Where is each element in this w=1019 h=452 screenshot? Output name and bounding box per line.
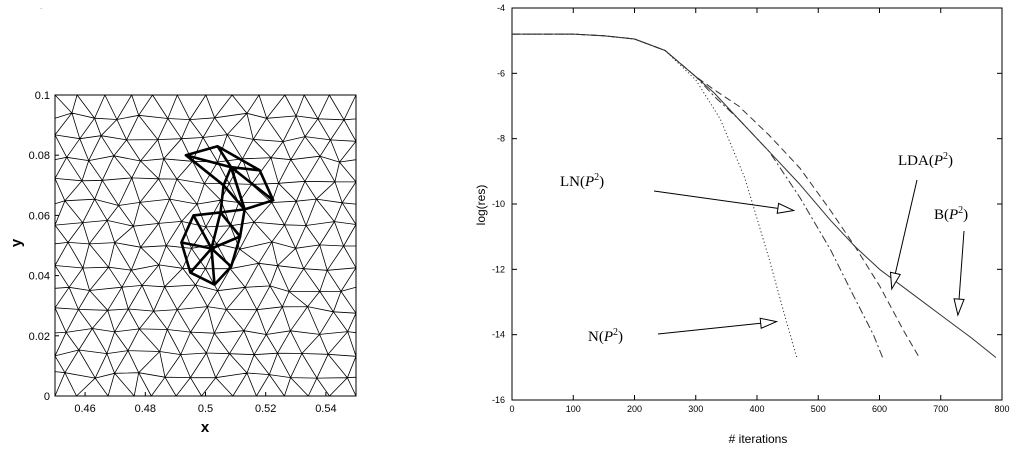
annotation-label: B(P2): [934, 205, 968, 223]
convergence-plot: 0 100 200 300 400 500 600 700 800 -4 -6 -8 -10 -12 -1…: [474, 3, 1010, 446]
annotation-label: N(P2): [588, 327, 623, 345]
annotation-arrow-head: [776, 202, 796, 214]
mesh-y-axis-label: y: [8, 238, 25, 247]
annotation-label: LDA(P2): [898, 151, 953, 169]
mesh-triangles: [54, 94, 357, 397]
annotation-label: LN(P2): [560, 172, 604, 190]
conv-x-tick-label: 700: [933, 404, 948, 414]
mesh-y-tick-label: 0.02: [29, 331, 50, 343]
conv-x-tick-label: 600: [872, 404, 887, 414]
mesh-y-tick-label: 0.04: [29, 271, 50, 283]
conv-y-tick-label: -16: [492, 395, 505, 405]
mesh-y-tick-label: 0: [44, 391, 50, 403]
mesh-y-axis-ticks: 0 0.02 0.04 0.06 0.08 0.1: [29, 90, 59, 403]
control-volume-2: [184, 144, 275, 211]
annotation-arrow-head: [759, 317, 779, 329]
conv-x-tick-label: 100: [566, 404, 581, 414]
conv-x-tick-label: 400: [749, 404, 764, 414]
annotation-arrow-shaft: [657, 322, 761, 335]
mesh-y-tick-label: 0.1: [35, 90, 50, 102]
annotation-arrow-head: [953, 298, 965, 317]
mesh-plot: 0.46 0.48 0.5 0.52 0.54 0 0.02 0.04 0.06 0.08 0.1…: [8, 90, 357, 436]
mesh-x-axis-ticks: 0.46 0.48 0.5 0.52 0.54: [74, 392, 337, 415]
conv-x-tick-label: 200: [627, 404, 642, 414]
mesh-edges: [54, 94, 357, 397]
mesh-y-tick-label: 0.06: [29, 210, 50, 222]
series-line-b-p-2: [512, 33, 997, 358]
series-line-lda-p-2: [512, 33, 920, 358]
series-line-n-p-2: [512, 33, 798, 358]
control-volume-edge: [229, 165, 246, 211]
control-volume-edge: [219, 184, 225, 214]
control-volume-edge: [219, 208, 246, 214]
series-line-ln-p-2: [512, 33, 884, 358]
series-annotations: LN(P2) N(P2) LDA(P2) B(P2): [560, 151, 968, 345]
mesh-x-tick-label: 0.5: [198, 403, 213, 415]
conv-y-tick-label: -4: [497, 3, 505, 13]
conv-y-tick-label: -6: [497, 68, 505, 78]
mesh-x-axis-label: x: [201, 419, 210, 436]
mesh-x-tick-label: 0.46: [74, 403, 95, 415]
annotation-arrows: [653, 179, 965, 335]
stray-mark: .: [40, 2, 42, 11]
convergence-y-axis-ticks: -4 -6 -8 -10 -12 -14 -16: [492, 3, 1002, 405]
mesh-y-tick-label: 0.08: [29, 150, 50, 162]
conv-x-tick-label: 300: [688, 404, 703, 414]
annotation-arrow-shaft: [894, 179, 918, 274]
convergence-x-axis-ticks: 0 100 200 300 400 500 600 700 800: [509, 8, 1010, 414]
mesh-x-tick-label: 0.52: [255, 403, 276, 415]
convergence-series: [512, 33, 997, 358]
mesh-x-tick-label: 0.54: [315, 403, 336, 415]
control-volume-1: [180, 211, 242, 286]
conv-x-tick-label: 0: [509, 404, 514, 414]
conv-x-tick-label: 800: [994, 404, 1009, 414]
conv-y-tick-label: -14: [492, 330, 505, 340]
highlighted-control-volumes: [180, 144, 275, 286]
conv-y-tick-label: -12: [492, 264, 505, 274]
conv-y-tick-label: -8: [497, 134, 505, 144]
mesh-x-tick-label: 0.48: [135, 403, 156, 415]
conv-x-tick-label: 500: [811, 404, 826, 414]
conv-y-tick-label: -10: [492, 199, 505, 209]
annotation-arrow-shaft: [653, 190, 778, 209]
convergence-plot-frame: [511, 7, 1003, 401]
convergence-y-axis-label: log(res): [474, 185, 488, 226]
annotation-arrow-shaft: [958, 230, 965, 300]
annotation-arrow-head: [889, 271, 902, 291]
control-volume-edge: [238, 208, 246, 238]
convergence-x-axis-label: # iterations: [729, 432, 788, 446]
